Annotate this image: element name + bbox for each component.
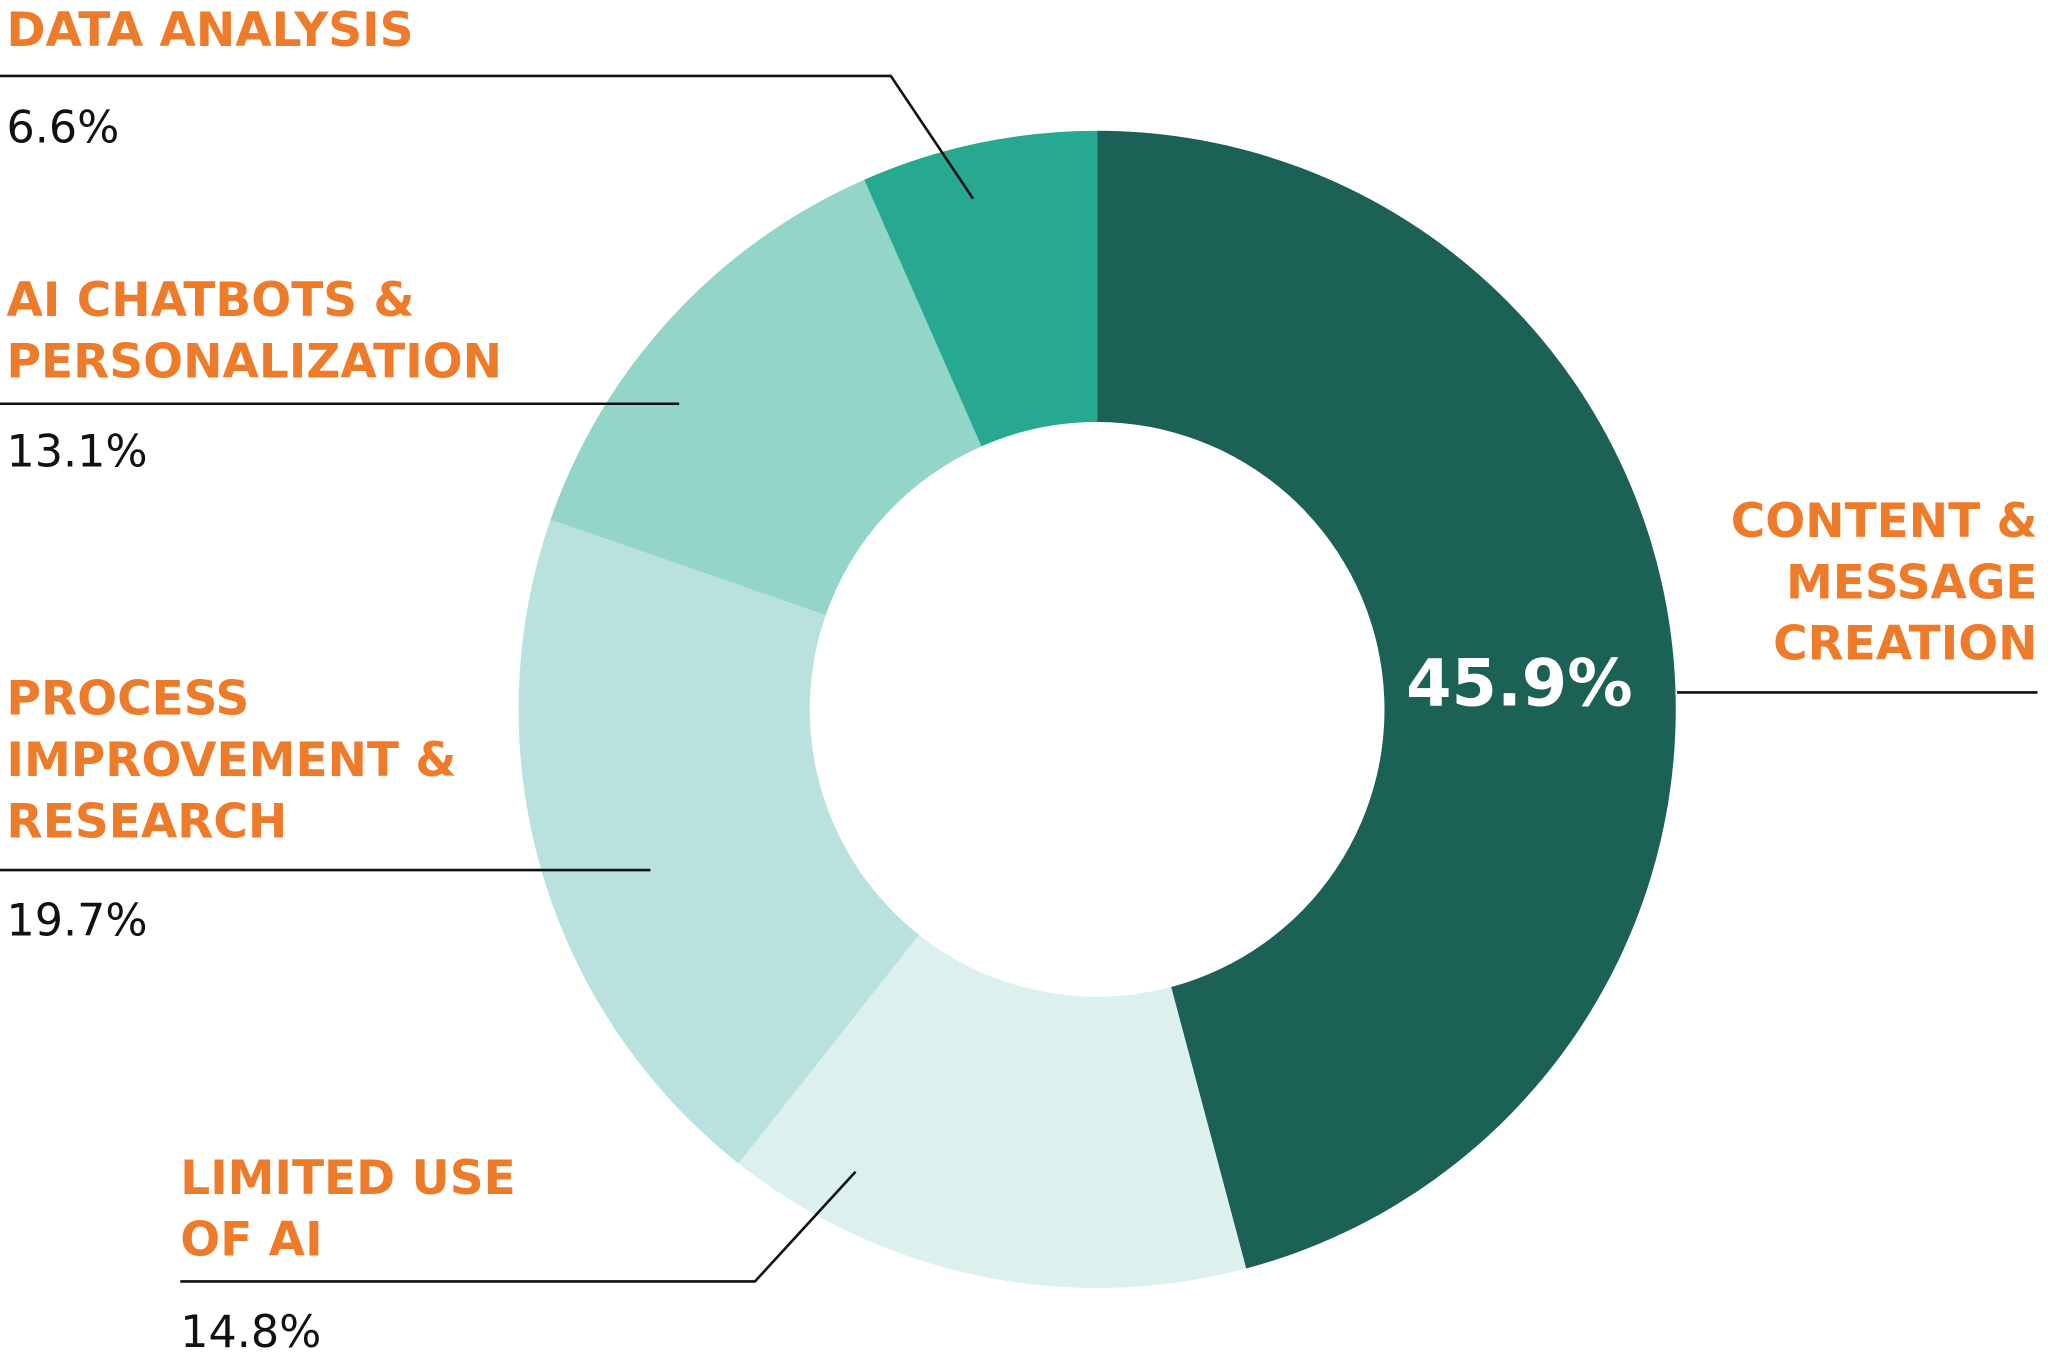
donut-segment <box>738 934 1247 1288</box>
leader-line <box>0 74 975 200</box>
value-label: 45.9% <box>1406 645 1633 721</box>
donut-segment <box>864 130 1098 447</box>
category-label: LIMITED USE <box>180 1151 515 1206</box>
value-label: 19.7% <box>7 895 148 946</box>
donut-segment <box>550 179 982 616</box>
category-label: IMPROVEMENT & <box>7 733 457 788</box>
category-label: DATA ANALYSIS <box>7 3 414 58</box>
donut-segment <box>518 519 920 1164</box>
category-label: CREATION <box>1773 617 2037 672</box>
category-label: PERSONALIZATION <box>7 335 503 390</box>
value-label: 13.1% <box>7 426 148 477</box>
category-label: CONTENT & <box>1731 494 2038 549</box>
category-label: PROCESS <box>7 672 250 727</box>
category-label: AI CHATBOTS & <box>7 273 415 328</box>
leader-line <box>180 1170 857 1283</box>
category-label: OF AI <box>180 1212 322 1267</box>
value-label: 14.8% <box>180 1307 321 1358</box>
donut-segment <box>1097 130 1676 1269</box>
category-label: RESEARCH <box>7 794 288 849</box>
value-label: 6.6% <box>7 103 120 154</box>
category-label: MESSAGE <box>1786 555 2038 610</box>
